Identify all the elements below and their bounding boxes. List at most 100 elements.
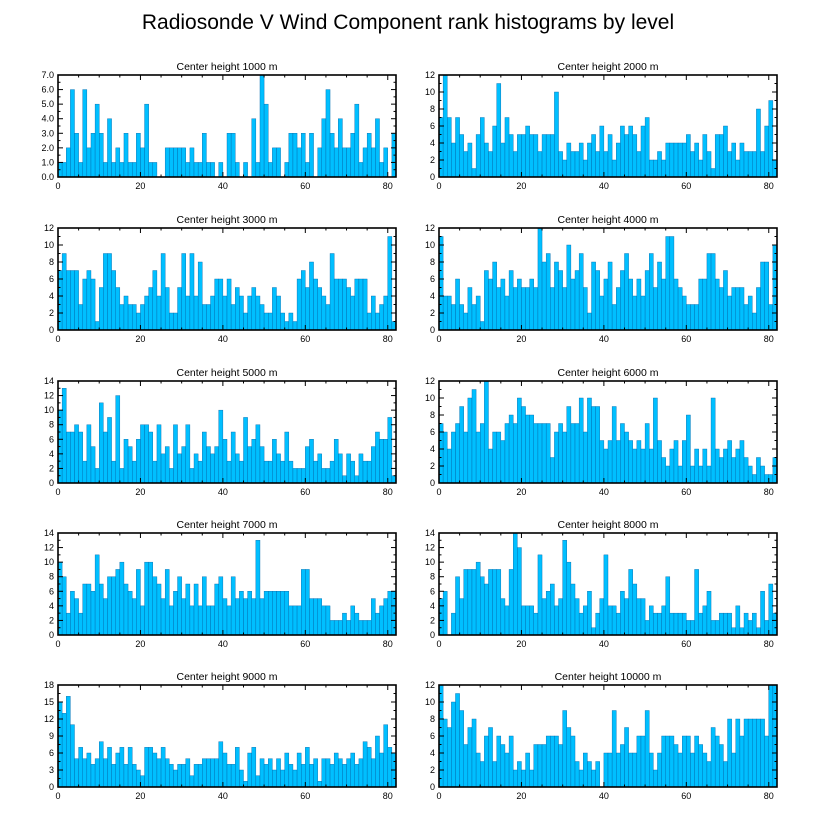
histogram-bar [309, 261, 314, 331]
histogram-bar [305, 287, 310, 331]
histogram-bar [230, 576, 236, 636]
histogram-bar [682, 612, 687, 636]
y-tick-label: 10 [44, 405, 54, 415]
histogram-bar [632, 134, 638, 178]
histogram-bar [541, 598, 547, 636]
histogram-bar [706, 761, 712, 788]
histogram-bar [169, 147, 174, 178]
y-tick-label: 0 [49, 478, 54, 488]
histogram-bar [513, 423, 518, 484]
histogram-bar [661, 605, 666, 636]
y-tick-label: 1.0 [41, 157, 54, 167]
histogram-bar [202, 431, 207, 484]
histogram-bar [545, 253, 551, 331]
histogram-bar [603, 752, 609, 788]
histogram-bar [616, 287, 621, 331]
histogram-bar [583, 605, 588, 636]
histogram-bar [739, 735, 745, 788]
histogram-bar [292, 605, 298, 636]
histogram-bar [317, 598, 322, 636]
histogram-bar [82, 583, 88, 636]
histogram-bar [747, 295, 753, 331]
histogram-bar [127, 304, 133, 331]
histogram-bar [280, 460, 285, 484]
histogram-bar [74, 758, 79, 788]
histogram-bar [653, 287, 658, 331]
histogram-bar [94, 103, 100, 178]
histogram-bar [272, 147, 277, 178]
histogram-bar [346, 620, 351, 636]
x-tick-label: 40 [599, 334, 609, 344]
histogram-bar [587, 591, 592, 636]
y-tick-label: 12 [425, 376, 435, 386]
histogram-bar [752, 612, 757, 636]
x-tick-label: 20 [135, 487, 145, 497]
histogram-bar [272, 769, 277, 788]
histogram-bar [181, 253, 186, 331]
histogram-bar [107, 417, 112, 484]
histogram-bar [115, 287, 121, 331]
histogram-bar [177, 576, 182, 636]
y-tick-label: 3.0 [41, 128, 54, 138]
histogram-bar [607, 134, 613, 178]
histogram-bar [554, 605, 559, 636]
histogram-bar [752, 474, 757, 484]
histogram-bar [714, 448, 720, 484]
histogram-bar [152, 162, 158, 178]
histogram-bar [756, 457, 761, 484]
histogram-bar [70, 724, 75, 788]
histogram-bar [764, 735, 769, 788]
histogram-bar [99, 133, 104, 178]
histogram-bar [541, 744, 547, 788]
histogram-bar [268, 162, 273, 178]
histogram-bar [735, 718, 741, 788]
histogram-bar [496, 431, 502, 484]
x-tick-label: 0 [436, 639, 441, 649]
x-tick-label: 60 [681, 791, 691, 801]
histogram-bar [86, 270, 92, 331]
histogram-bar [156, 583, 162, 636]
histogram-bar [255, 424, 261, 484]
histogram-bar [301, 764, 306, 788]
histogram-bar [558, 744, 563, 788]
histogram-bar [727, 440, 732, 484]
histogram-bar [214, 446, 219, 484]
histogram-bar [375, 612, 380, 636]
histogram-bar [632, 752, 638, 788]
x-tick-label: 60 [300, 487, 310, 497]
y-tick-label: 6 [49, 586, 54, 596]
histogram-panel: Center height 1000 m 0 20 40 60 80 0.0 1.0 2.0 3.… [41, 61, 397, 191]
histogram-bar [383, 439, 388, 484]
histogram-bar [455, 576, 460, 636]
histogram-bar [230, 431, 236, 484]
histogram-bar [255, 775, 261, 788]
histogram-bar [595, 151, 600, 178]
histogram-bar [346, 758, 351, 788]
histogram-bar [632, 448, 638, 484]
y-tick-label: 10 [425, 557, 435, 567]
histogram-bar [620, 423, 625, 484]
histogram-bar [354, 103, 360, 178]
histogram-bar [358, 758, 364, 788]
histogram-bar [595, 406, 600, 484]
y-tick-label: 8 [49, 257, 54, 267]
histogram-bar [107, 747, 112, 788]
x-tick-label: 20 [516, 791, 526, 801]
histogram-bar [702, 752, 708, 788]
x-tick-label: 60 [300, 639, 310, 649]
histogram-bar [358, 453, 364, 484]
histogram-bar [698, 278, 703, 331]
histogram-bar [210, 605, 215, 636]
histogram-bar [640, 735, 646, 788]
histogram-bar [484, 380, 489, 484]
histogram-bar [103, 758, 108, 788]
y-tick-label: 12 [425, 223, 435, 233]
histogram-bar [471, 168, 477, 178]
histogram-bar [624, 253, 629, 331]
histogram-bar [529, 134, 534, 178]
y-tick-label: 10 [425, 697, 435, 707]
histogram-bar [197, 261, 203, 331]
x-tick-label: 0 [436, 487, 441, 497]
histogram-bar [177, 147, 182, 178]
histogram-bar [628, 125, 633, 178]
